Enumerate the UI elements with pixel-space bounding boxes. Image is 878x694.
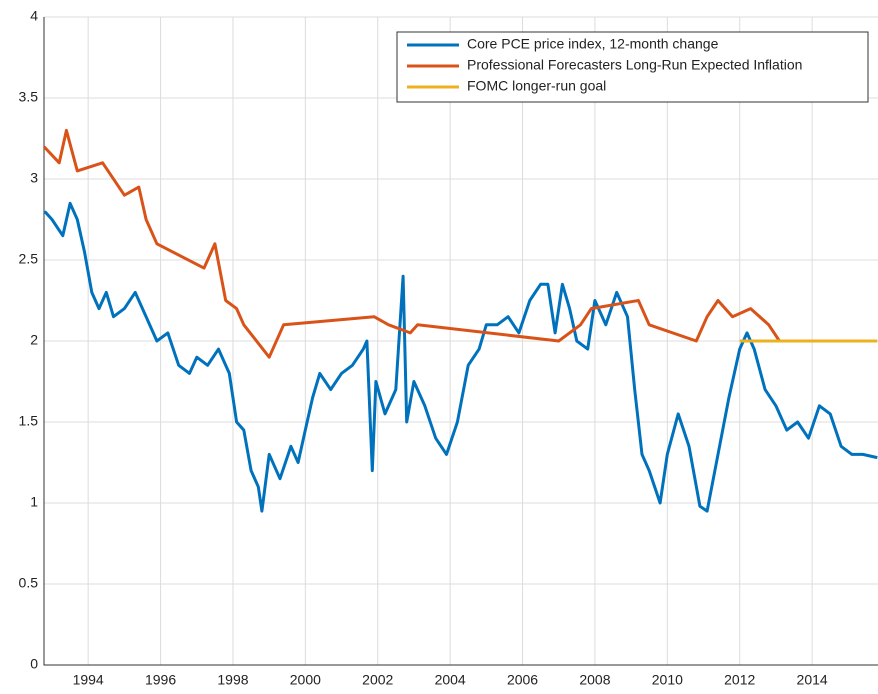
y-tick-label: 2 <box>30 332 38 348</box>
x-tick-label: 2002 <box>362 672 393 688</box>
y-tick-label: 3 <box>30 170 38 186</box>
x-tick-label: 2006 <box>507 672 538 688</box>
x-tick-label: 2004 <box>435 672 466 688</box>
legend-box <box>396 31 869 103</box>
y-tick-label: 0 <box>30 656 38 672</box>
axes-box <box>43 17 878 666</box>
x-tick-label: 2010 <box>652 672 683 688</box>
y-tick-label: 2.5 <box>19 251 39 267</box>
x-tick-label: 2000 <box>290 672 321 688</box>
legend-label: Professional Forecasters Long-Run Expect… <box>467 57 802 73</box>
x-tick-label: 1998 <box>217 672 248 688</box>
legend: Core PCE price index, 12-month change Pro… <box>396 31 869 103</box>
legend-label: Core PCE price index, 12-month change <box>467 36 719 52</box>
x-tick-label: 1996 <box>145 672 176 688</box>
y-tick-label: 4 <box>30 8 38 24</box>
y-tick-label: 1 <box>30 494 38 510</box>
x-tick-label: 2008 <box>579 672 610 688</box>
y-tick-label: 0.5 <box>19 575 39 591</box>
legend-label: FOMC longer-run goal <box>467 78 606 94</box>
x-tick-label: 2014 <box>797 672 828 688</box>
data-line <box>42 128 781 359</box>
data-line <box>43 201 878 513</box>
y-tick-label: 1.5 <box>19 413 39 429</box>
x-tick-label: 1994 <box>73 672 104 688</box>
y-tick-label: 3.5 <box>19 89 39 105</box>
x-tick-label: 2012 <box>724 672 755 688</box>
